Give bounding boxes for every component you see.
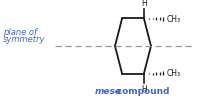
Text: meso: meso <box>95 87 122 96</box>
Text: H: H <box>141 0 147 8</box>
Text: plane of: plane of <box>3 28 37 37</box>
Text: symmetry: symmetry <box>3 35 45 44</box>
Text: H: H <box>141 84 147 94</box>
Text: CH₃: CH₃ <box>166 68 180 78</box>
Text: -compound: -compound <box>114 87 170 96</box>
Text: CH₃: CH₃ <box>166 14 180 24</box>
